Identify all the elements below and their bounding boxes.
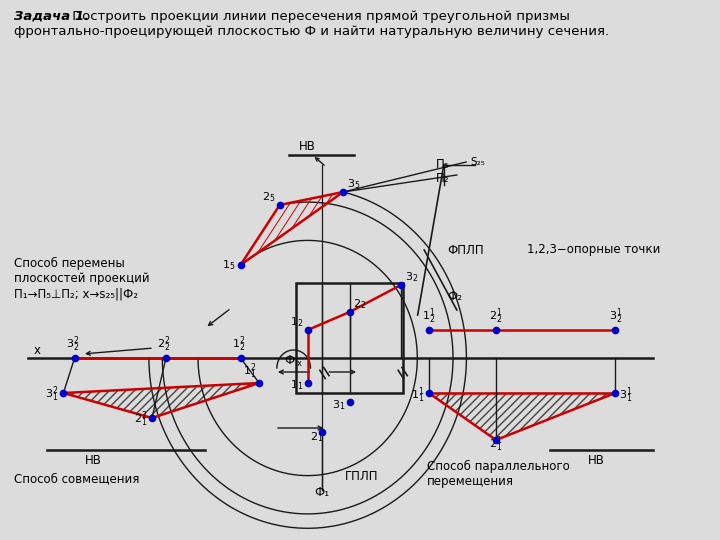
Text: ГПЛП: ГПЛП xyxy=(345,470,379,483)
Text: П₅: П₅ xyxy=(436,159,450,172)
Text: S₂₅: S₂₅ xyxy=(471,157,486,167)
Text: $3^1_1$: $3^1_1$ xyxy=(619,386,632,406)
Text: $2^1_1$: $2^1_1$ xyxy=(490,435,503,454)
Text: Задача 1.: Задача 1. xyxy=(14,10,89,23)
Text: $3^2_2$: $3^2_2$ xyxy=(66,335,79,354)
Text: $1^1_1$: $1^1_1$ xyxy=(411,386,424,406)
Text: x: x xyxy=(297,359,302,368)
Text: $2_1$: $2_1$ xyxy=(310,430,324,444)
Text: П₂: П₂ xyxy=(436,172,450,185)
Text: ФПЛП: ФПЛП xyxy=(448,244,484,256)
Text: $1_2$: $1_2$ xyxy=(289,315,303,329)
Text: $3_5$: $3_5$ xyxy=(347,177,360,191)
Text: Ф₁: Ф₁ xyxy=(314,487,329,500)
Text: Способ совмещения: Способ совмещения xyxy=(14,472,140,485)
Text: $1^2_2$: $1^2_2$ xyxy=(232,335,246,354)
Text: x: x xyxy=(34,345,41,357)
Text: $1_5$: $1_5$ xyxy=(222,258,236,272)
Text: $3^2_1$: $3^2_1$ xyxy=(45,385,59,404)
Text: Способ параллельного
перемещения: Способ параллельного перемещения xyxy=(427,460,570,488)
Text: Ф: Ф xyxy=(284,354,294,367)
Text: $1^2_1$: $1^2_1$ xyxy=(243,362,256,381)
Text: $3_2$: $3_2$ xyxy=(405,270,418,284)
Text: $2^2_1$: $2^2_1$ xyxy=(134,410,148,429)
Text: Ф₂: Ф₂ xyxy=(448,289,462,302)
Text: НВ: НВ xyxy=(588,454,605,467)
Text: $1^1_2$: $1^1_2$ xyxy=(422,307,436,326)
Text: $2_5$: $2_5$ xyxy=(261,190,275,204)
Text: $2^1_2$: $2^1_2$ xyxy=(490,307,503,326)
Text: $3_1$: $3_1$ xyxy=(331,398,345,412)
Text: $1_1$: $1_1$ xyxy=(289,378,303,392)
Text: фронтально-проецирующей плоскостью Ф и найти натуральную величину сечения.: фронтально-проецирующей плоскостью Ф и н… xyxy=(14,25,609,38)
Text: $2^2_2$: $2^2_2$ xyxy=(158,335,171,354)
Text: НВ: НВ xyxy=(300,140,316,153)
Text: Построить проекции линии пересечения прямой треугольной призмы: Построить проекции линии пересечения пря… xyxy=(68,10,570,23)
Text: НВ: НВ xyxy=(85,454,102,467)
Text: Способ перемены
плоскостей проекций
П₁→П₅⊥П₂; x→s₂₅||Ф₂: Способ перемены плоскостей проекций П₁→П… xyxy=(14,257,150,300)
Text: 1,2,3−опорные точки: 1,2,3−опорные точки xyxy=(527,244,660,256)
Text: $3^1_2$: $3^1_2$ xyxy=(608,307,622,326)
Text: $2_2$: $2_2$ xyxy=(354,297,366,311)
